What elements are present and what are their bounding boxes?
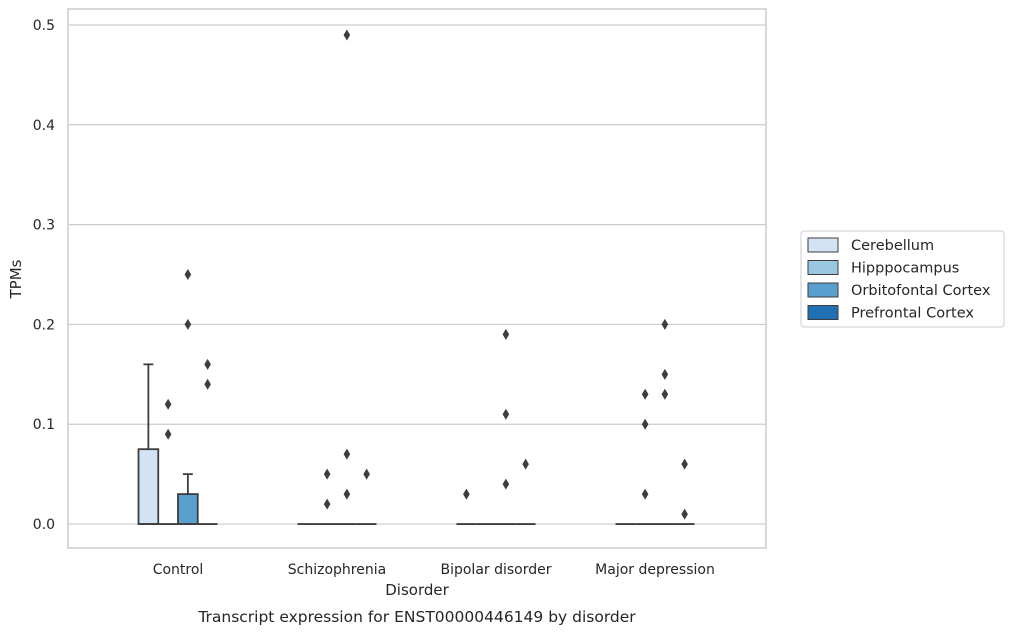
outlier-point bbox=[164, 398, 172, 410]
legend-swatch bbox=[807, 282, 839, 298]
outlier-point bbox=[502, 328, 510, 340]
outlier-point bbox=[184, 269, 192, 281]
box-orbitofontal-cortex bbox=[496, 328, 516, 525]
outlier-point bbox=[204, 378, 211, 390]
outlier-point bbox=[463, 488, 470, 500]
y-tick-label: 0.5 bbox=[33, 18, 55, 34]
outlier-point bbox=[502, 478, 510, 490]
y-tick-labels: 0.0 0.1 0.2 0.3 0.4 0.5 bbox=[33, 18, 55, 533]
y-tick-label: 0.3 bbox=[33, 218, 55, 234]
x-tick-label: Control bbox=[153, 562, 204, 578]
x-tick-label: Bipolar disorder bbox=[440, 562, 551, 578]
legend-swatch bbox=[807, 237, 839, 253]
legend-label: Cerebellum bbox=[851, 238, 934, 254]
outlier-point bbox=[164, 428, 172, 440]
plot-frame bbox=[67, 8, 767, 549]
outlier-point bbox=[363, 468, 370, 480]
box-prefrontal-cortex bbox=[197, 358, 218, 525]
box-orbitofontal-cortex bbox=[655, 318, 675, 525]
outlier-point bbox=[502, 408, 510, 420]
box-orbitofontal-cortex bbox=[337, 29, 357, 525]
box-prefrontal-cortex bbox=[515, 458, 536, 525]
box-cerebellum bbox=[137, 363, 160, 525]
box-hipppocampus bbox=[158, 398, 178, 525]
legend: Cerebellum Hipppocampus Orbitofontal Corte… bbox=[800, 230, 1005, 328]
x-tick-labels: Control Schizophrenia Bipolar disorder Majo… bbox=[153, 562, 715, 578]
outlier-point bbox=[681, 508, 688, 520]
outlier-point bbox=[343, 29, 351, 41]
chart-caption: Transcript expression for ENST0000044614… bbox=[197, 608, 636, 626]
outlier-point bbox=[522, 458, 529, 470]
legend-label: Prefrontal Cortex bbox=[851, 306, 974, 322]
outlier-point bbox=[641, 388, 649, 400]
outlier-point bbox=[641, 488, 649, 500]
x-tick-label: Major depression bbox=[595, 562, 715, 578]
box-cerebellum bbox=[456, 488, 477, 525]
legend-swatch bbox=[807, 260, 839, 275]
box-prefrontal-cortex bbox=[356, 468, 377, 525]
box-orbitofontal-cortex bbox=[177, 269, 199, 525]
outlier-point bbox=[184, 318, 192, 330]
x-axis-title: Disorder bbox=[385, 581, 449, 599]
y-tick-label: 0.0 bbox=[33, 517, 55, 533]
box-hipppocampus bbox=[317, 468, 337, 525]
x-tick-label: Schizophrenia bbox=[288, 562, 386, 578]
outlier-point bbox=[323, 468, 331, 480]
y-tick-label: 0.2 bbox=[33, 317, 55, 333]
box-marks bbox=[137, 29, 695, 525]
legend-label: Orbitofontal Cortex bbox=[851, 283, 991, 299]
box-hipppocampus bbox=[635, 388, 655, 525]
y-axis-title: TPMs bbox=[7, 259, 25, 299]
box-prefrontal-cortex bbox=[674, 458, 695, 525]
y-tick-label: 0.1 bbox=[33, 417, 55, 433]
legend-swatch bbox=[807, 305, 839, 320]
outlier-point bbox=[204, 358, 211, 370]
legend-frame bbox=[800, 230, 1005, 328]
y-tick-label: 0.4 bbox=[33, 118, 55, 134]
outlier-point bbox=[343, 448, 351, 460]
outlier-point bbox=[661, 368, 669, 380]
outlier-point bbox=[323, 498, 331, 510]
outlier-point bbox=[641, 418, 649, 430]
outlier-point bbox=[661, 318, 669, 330]
gridlines bbox=[68, 24, 766, 525]
box bbox=[137, 448, 160, 525]
legend-label: Hipppocampus bbox=[851, 261, 959, 277]
outlier-point bbox=[661, 388, 669, 400]
outlier-point bbox=[343, 488, 351, 500]
box bbox=[177, 493, 199, 525]
outlier-point bbox=[681, 458, 688, 470]
